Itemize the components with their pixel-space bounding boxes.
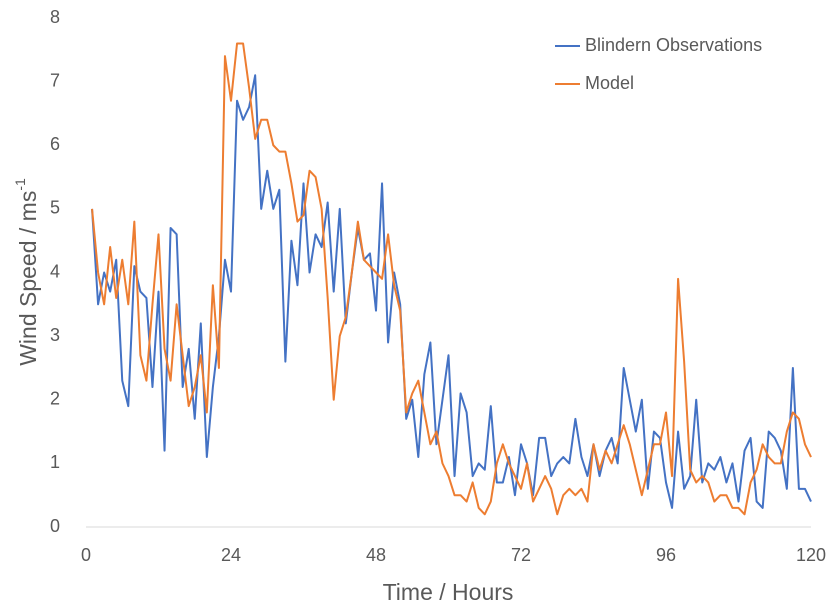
- x-tick-label: 48: [366, 545, 386, 565]
- y-tick-label: 6: [50, 134, 60, 154]
- y-tick-label: 5: [50, 198, 60, 218]
- x-axis-label: Time / Hours: [383, 579, 514, 605]
- y-tick-label: 3: [50, 325, 60, 345]
- legend-label: Model: [585, 73, 634, 93]
- y-tick-label: 8: [50, 7, 60, 27]
- y-axis-label-sup: -1: [12, 178, 28, 191]
- x-tick-label: 72: [511, 545, 531, 565]
- series-line: [91, 42, 812, 516]
- x-tick-label: 24: [221, 545, 241, 565]
- y-axis-label: Wind Speed / ms-1: [12, 178, 41, 366]
- y-tick-label: 4: [50, 261, 60, 281]
- y-tick-label: 7: [50, 70, 60, 90]
- legend-label: Blindern Observations: [585, 35, 762, 55]
- x-tick-label: 0: [81, 545, 91, 565]
- y-tick-label: 1: [50, 452, 60, 472]
- y-axis-label-main: Wind Speed / ms: [15, 191, 41, 366]
- y-tick-label: 0: [50, 516, 60, 536]
- x-tick-label: 96: [656, 545, 676, 565]
- y-tick-label: 2: [50, 389, 60, 409]
- x-tick-label: 120: [796, 545, 826, 565]
- series-line: [91, 74, 812, 509]
